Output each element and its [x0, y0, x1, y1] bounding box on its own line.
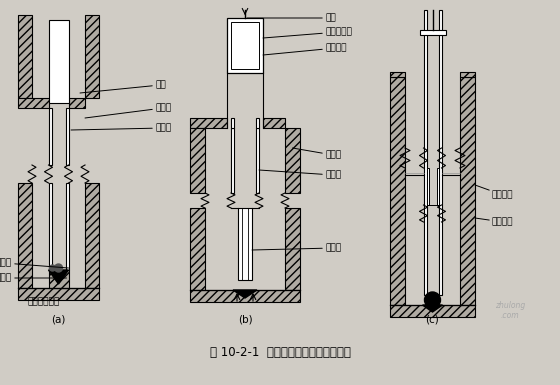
Text: 硬木楔: 硬木楔 [0, 273, 67, 283]
Polygon shape [422, 305, 442, 312]
Text: 辅助杆: 辅助杆 [252, 243, 341, 253]
Bar [438, 10, 441, 295]
Polygon shape [233, 290, 257, 298]
Circle shape [49, 265, 55, 271]
Text: 圆盒水准器: 圆盒水准器 [263, 27, 352, 38]
Bar [256, 128, 259, 193]
Bar [190, 290, 300, 302]
Bar [68, 98, 85, 108]
Bar [18, 15, 32, 98]
Text: 钻孔壁: 钻孔壁 [292, 148, 341, 159]
Bar [285, 208, 300, 290]
Bar [190, 128, 205, 193]
Bar [49, 20, 68, 103]
Bar [231, 128, 234, 193]
Text: (c): (c) [426, 315, 440, 325]
Bar [436, 168, 438, 205]
Text: 图 10-2-1  辅助杆压人式标志埋设步骤: 图 10-2-1 辅助杆压人式标志埋设步骤 [209, 345, 351, 358]
Text: (b): (b) [237, 315, 253, 325]
Bar [18, 288, 99, 300]
Text: 测标: 测标 [247, 13, 336, 22]
Bar [66, 108, 68, 165]
Bar [85, 183, 99, 288]
Bar [190, 208, 205, 290]
Bar [390, 305, 475, 317]
Circle shape [54, 264, 63, 272]
Text: 保护管: 保护管 [259, 170, 341, 179]
Text: 地面: 地面 [80, 80, 166, 93]
Bar [460, 77, 475, 305]
Text: .com: .com [501, 310, 519, 320]
Bar [227, 18, 263, 73]
Bar [18, 183, 32, 288]
Text: 钻孔壁: 钻孔壁 [85, 104, 171, 118]
Bar [419, 30, 446, 35]
Bar [263, 118, 285, 128]
Bar [423, 10, 427, 295]
Bar [256, 118, 259, 128]
Bar [85, 15, 99, 98]
Polygon shape [49, 270, 68, 284]
Bar [238, 208, 252, 280]
Text: 回弹标: 回弹标 [0, 258, 68, 268]
Text: 孔底设计平面: 孔底设计平面 [28, 298, 60, 306]
Bar [190, 118, 227, 128]
Text: 素土回填: 素土回填 [475, 185, 514, 199]
Circle shape [424, 292, 441, 308]
Text: zhulong: zhulong [495, 301, 525, 310]
Bar [49, 183, 52, 270]
Bar [231, 118, 234, 128]
Bar [231, 22, 259, 69]
Text: 保护管: 保护管 [71, 124, 171, 132]
Bar [427, 168, 428, 205]
Bar [49, 108, 52, 165]
Bar [49, 270, 68, 288]
Bar [285, 128, 300, 193]
Text: 白灰回填: 白灰回填 [475, 218, 514, 226]
Bar [390, 72, 405, 77]
Bar [460, 72, 475, 77]
Bar [18, 98, 49, 108]
Text: 固定螺旋: 固定螺旋 [263, 44, 347, 55]
Bar [66, 183, 68, 270]
Bar [390, 77, 405, 305]
Text: (a): (a) [52, 315, 66, 325]
